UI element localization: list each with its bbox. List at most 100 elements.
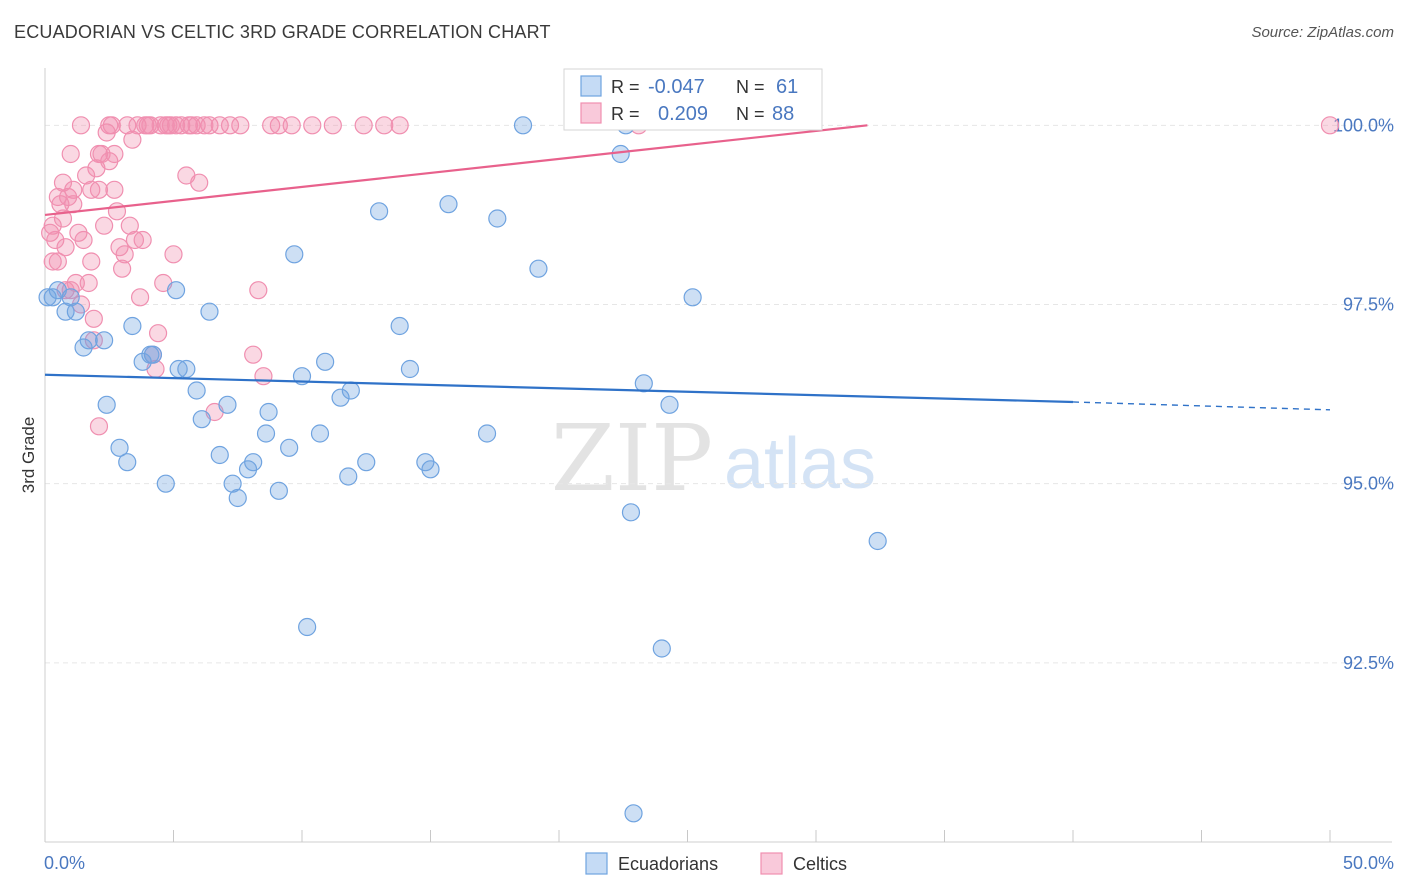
ecuadorians-point xyxy=(421,460,440,479)
stats-legend-box xyxy=(563,68,823,131)
celtics-point xyxy=(79,273,98,293)
stats-pink-swatch xyxy=(580,102,602,124)
gridlines xyxy=(45,124,1392,664)
x-ticks xyxy=(44,830,1331,842)
ecuadorians-point xyxy=(223,474,242,493)
ecuadorians-point xyxy=(123,316,142,336)
ecuadorians-point xyxy=(210,445,229,465)
y-axis-label: 3rd Grade xyxy=(19,417,38,494)
ecuadorians-point xyxy=(269,481,288,500)
celtics-point xyxy=(105,180,124,199)
ecuadorians-point xyxy=(477,424,497,443)
stats-blue-n-label: N = xyxy=(736,77,765,97)
celtics-point xyxy=(77,166,96,185)
stats-legend: R = -0.047 N = 61 R = 0.209 N = 88 xyxy=(563,68,823,131)
celtics-point xyxy=(84,309,103,328)
celtics-point xyxy=(118,116,137,135)
stats-pink-n-label: N = xyxy=(736,104,765,124)
watermark-zip: ZIP xyxy=(551,405,713,512)
ecuadorians-point xyxy=(79,331,98,350)
ecuadorians-point xyxy=(38,288,57,307)
celtics-point xyxy=(82,252,101,271)
ecuadorians-point xyxy=(143,345,163,364)
celtics-point xyxy=(323,116,342,135)
y-tick-label: 100.0% xyxy=(1333,115,1394,135)
chart-title: ECUADORIAN VS CELTIC 3RD GRADE CORRELATI… xyxy=(14,22,551,42)
axes xyxy=(44,68,1392,843)
ecuadorians-point xyxy=(611,144,630,164)
ecuadorians-point xyxy=(513,116,533,135)
x-tick-label-min: 0.0% xyxy=(44,853,85,873)
stats-pink-n-value: 88 xyxy=(772,103,794,125)
celtics-point xyxy=(187,116,206,135)
stats-blue-n-value: 61 xyxy=(776,76,798,98)
celtics-point xyxy=(61,144,80,164)
ecuadorians-point xyxy=(228,488,247,508)
source-label: Source: ZipAtlas.com xyxy=(1251,24,1394,41)
celtics-point xyxy=(282,116,301,135)
celtics-point xyxy=(82,180,101,199)
ecuadorians-point xyxy=(529,259,548,278)
celtics-point xyxy=(195,116,214,135)
celtics-point xyxy=(102,116,121,135)
celtics-point xyxy=(123,130,142,149)
ecuadorians-point xyxy=(192,410,211,429)
watermark-atlas: atlas xyxy=(724,424,876,504)
celtics-point xyxy=(254,367,273,386)
ecuadorians-point xyxy=(390,316,409,336)
stats-pink-r-label: R = xyxy=(611,104,640,124)
y-tick-label: 92.5% xyxy=(1343,653,1394,673)
celtics-point xyxy=(354,116,373,135)
ecuadorians-point xyxy=(218,395,237,414)
celtics-point xyxy=(64,180,83,199)
ecuadorians-point xyxy=(156,474,175,493)
celtics-point xyxy=(71,116,91,135)
x-tick-label-max: 50.0% xyxy=(1343,853,1394,873)
ecuadorians-point xyxy=(66,302,85,321)
ecuadorians-point xyxy=(316,352,335,371)
celtics-point xyxy=(210,116,229,135)
celtics-point xyxy=(141,116,160,135)
celtics-point xyxy=(375,116,394,135)
stats-pink-r-value: 0.209 xyxy=(658,103,708,125)
ecuadorians-point xyxy=(56,302,75,321)
legend-celtics-swatch xyxy=(760,852,783,875)
ecuadorians-point xyxy=(200,302,219,321)
celtics-point xyxy=(172,116,191,135)
celtics-point xyxy=(390,116,409,135)
celtics-trend-line xyxy=(44,124,868,217)
ecuadorians-point xyxy=(298,617,317,637)
ecuadorians-point xyxy=(61,288,80,307)
legend-celtics-label: Celtics xyxy=(793,854,847,874)
celtics-point xyxy=(231,116,250,135)
legend-ecuadorians-label: Ecuadorians xyxy=(618,854,718,874)
ecuadorians-points xyxy=(38,116,887,823)
ecuadorians-point xyxy=(256,424,276,443)
ecuadorians-point xyxy=(439,195,458,214)
ecuadorians-trend-extension xyxy=(1072,401,1331,411)
ecuadorians-point xyxy=(624,804,643,823)
celtics-point xyxy=(133,230,152,250)
ecuadorians-point xyxy=(683,288,702,307)
celtics-point xyxy=(220,116,240,135)
celtics-point xyxy=(120,216,139,235)
ecuadorians-point xyxy=(331,388,350,407)
celtics-point xyxy=(164,245,183,264)
ecuadorians-point xyxy=(110,438,129,457)
celtics-point xyxy=(161,116,181,135)
ecuadorians-point xyxy=(400,359,420,379)
celtics-point xyxy=(128,116,147,135)
celtics-point xyxy=(89,417,109,436)
ecuadorians-point xyxy=(634,374,653,393)
celtics-point xyxy=(151,116,170,135)
ecuadorians-point xyxy=(118,453,137,472)
celtics-point xyxy=(48,252,67,271)
ecuadorians-point xyxy=(259,402,278,422)
legend-ecuadorians-swatch xyxy=(585,852,608,875)
ecuadorians-point xyxy=(357,453,376,472)
ecuadorians-point xyxy=(370,202,389,221)
celtics-points xyxy=(41,116,1340,436)
ecuadorians-point xyxy=(652,639,671,658)
trend-lines xyxy=(44,124,1331,411)
celtics-point xyxy=(74,230,93,250)
